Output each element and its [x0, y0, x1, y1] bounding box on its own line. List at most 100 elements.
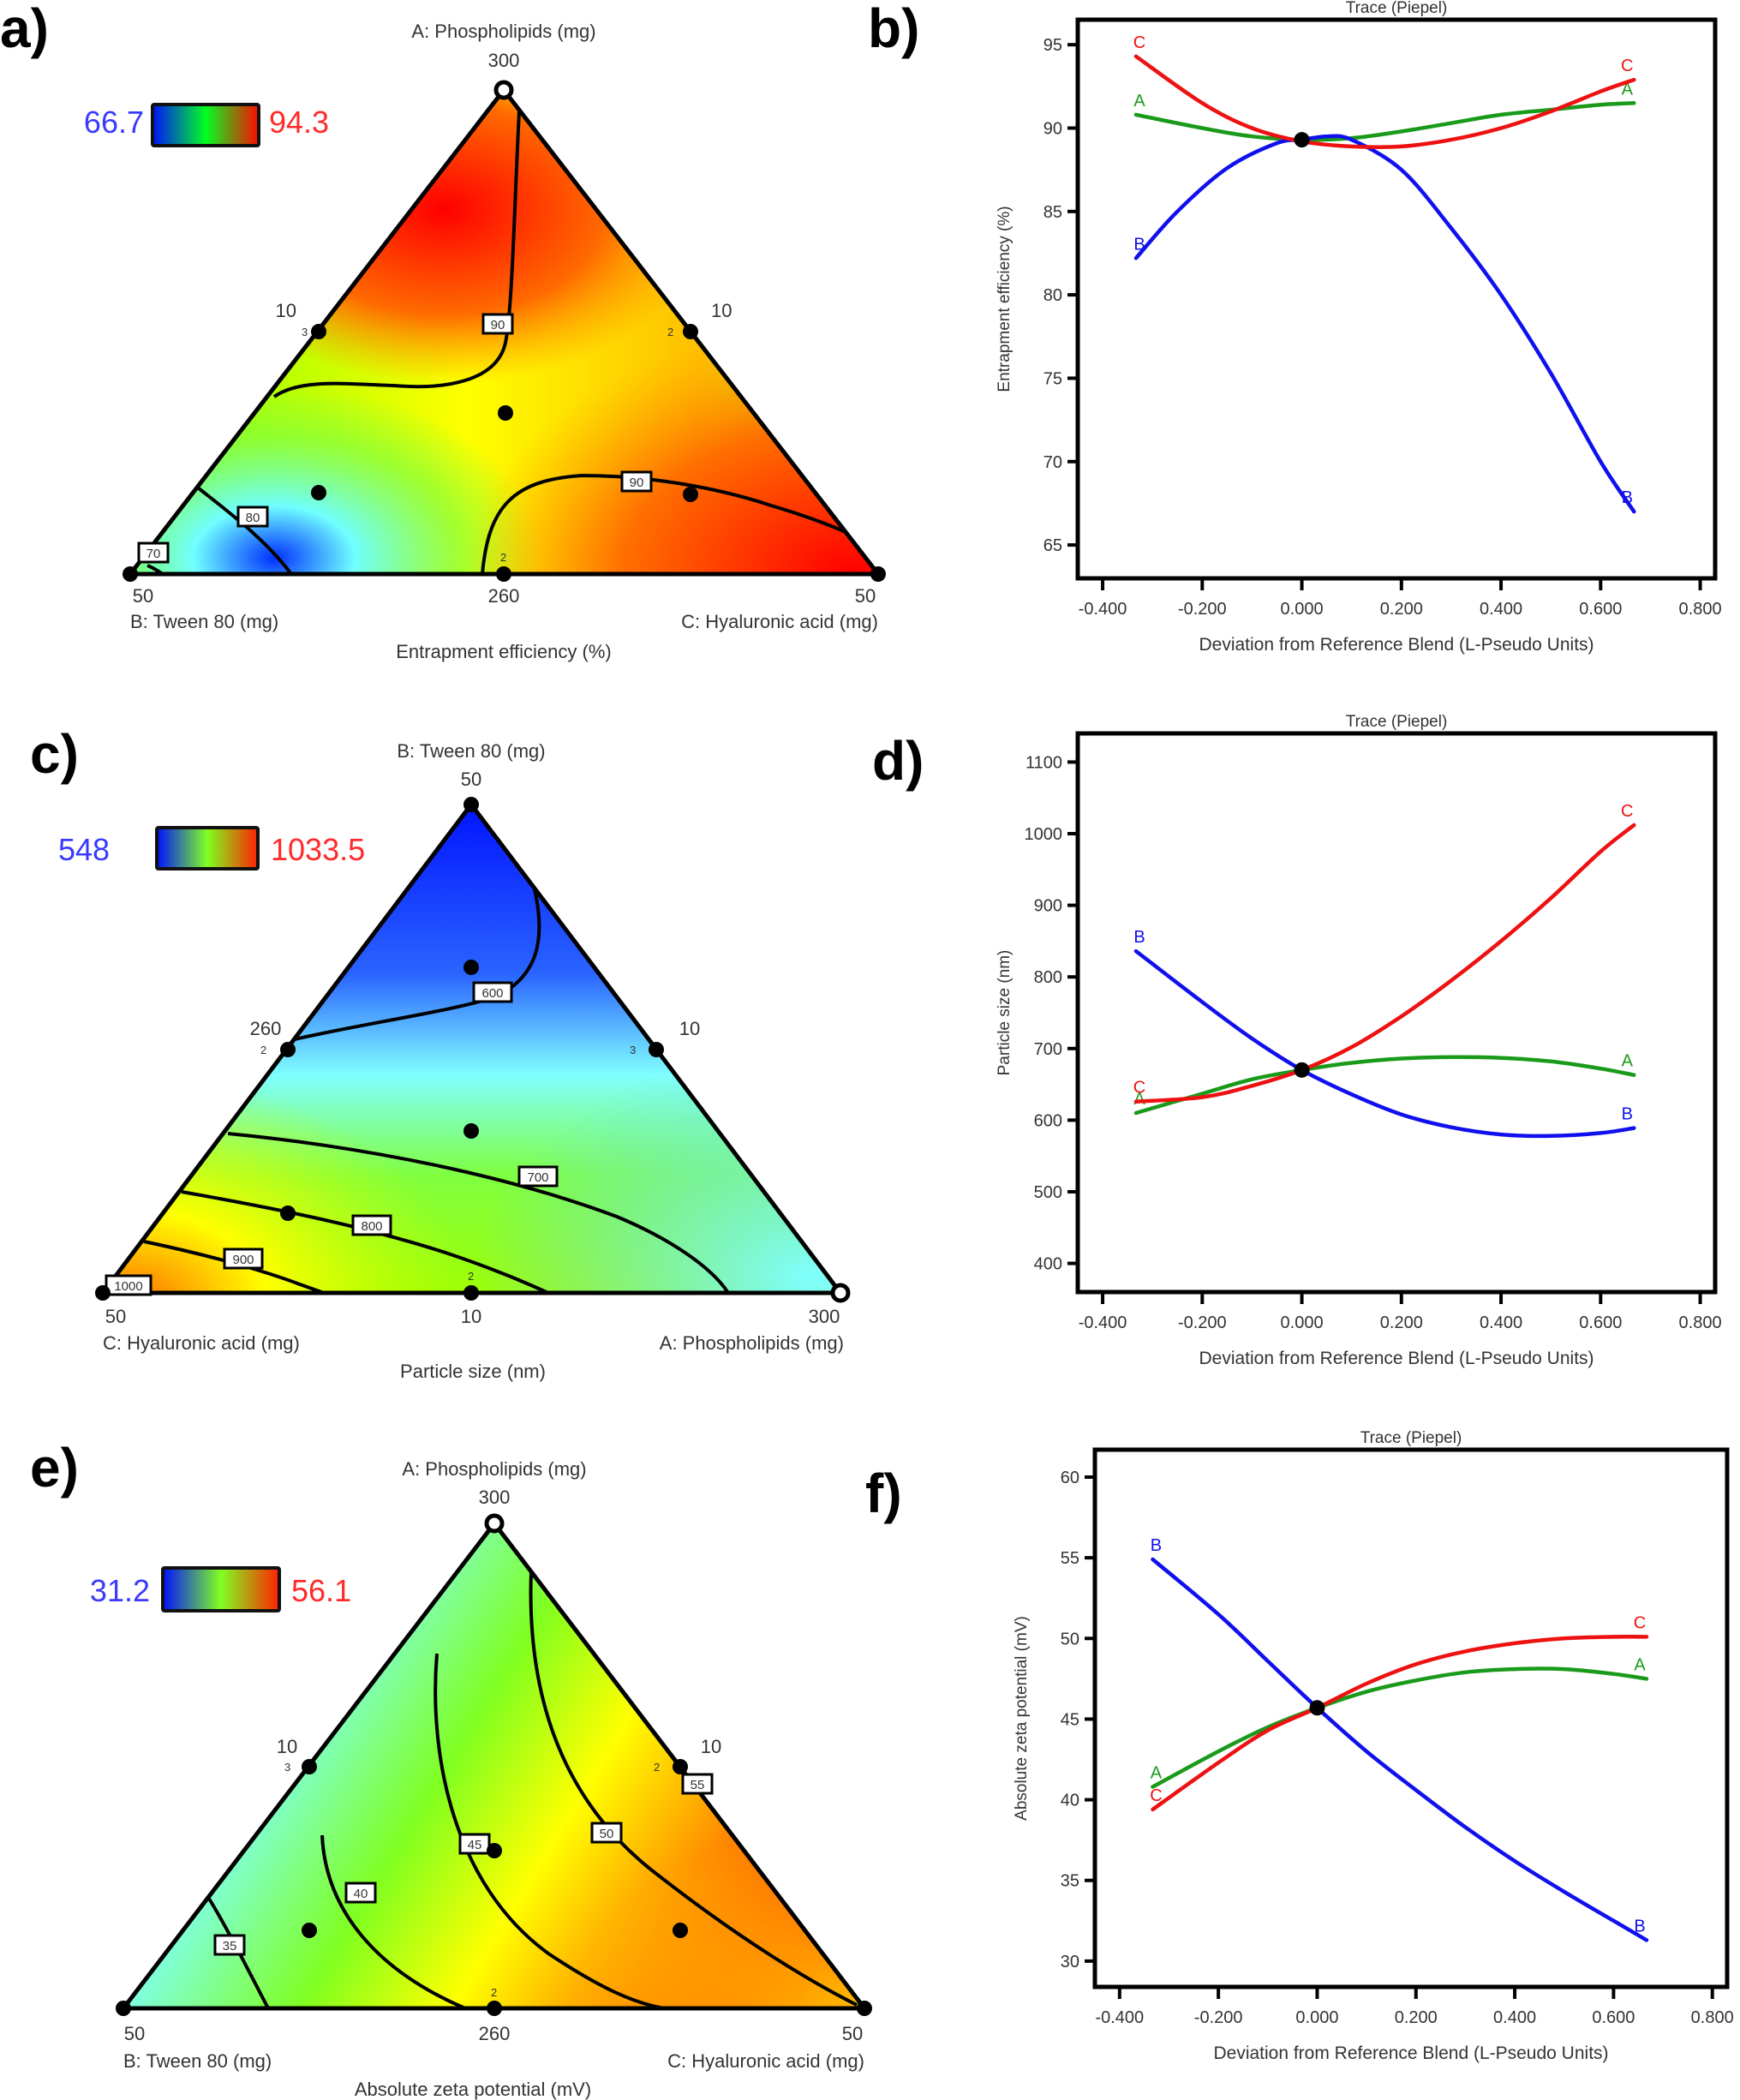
contour-label-600: 600 [472, 981, 513, 1003]
y-tick-label: 1000 [1025, 825, 1063, 844]
x-tick-label: -0.400 [1095, 2008, 1144, 2027]
svg-text:50: 50 [600, 1827, 614, 1841]
y-tick-label: 700 [1034, 1040, 1062, 1059]
y-axis-title: Absolute zeta potential (mV) [1013, 1616, 1031, 1821]
vertex-bottom-left-value: 50 [133, 585, 153, 607]
svg-text:45: 45 [468, 1838, 482, 1852]
series-label-end: A [1622, 1052, 1634, 1071]
contour-label-80: 80 [236, 506, 269, 528]
contour-label-90-bottom: 90 [620, 470, 653, 493]
color-legend: 66.7 94.3 [84, 103, 329, 147]
edge-label-bottom: 260 [479, 2023, 511, 2044]
x-tick-label: 0.800 [1679, 1313, 1722, 1332]
panel-e: e) A: Phospholipids (mg) 300 35 40 45 50 [30, 1437, 872, 2100]
panel-a: a) A: Phospholipids (mg) 300 90 90 80 [0, 0, 886, 662]
edge-label-right: 10 [711, 300, 732, 321]
series-label-start: C [1133, 33, 1145, 52]
y-tick-label: 900 [1034, 897, 1062, 916]
y-tick-label: 55 [1061, 1549, 1079, 1568]
edge-label-left: 10 [277, 1736, 297, 1757]
design-point-open [484, 1513, 505, 1534]
legend-max: 56.1 [291, 1573, 351, 1608]
color-legend: 31.2 56.1 [90, 1566, 351, 1612]
x-tick-label: -0.200 [1178, 600, 1227, 619]
contour-line-80 [197, 487, 293, 574]
y-tick-label: 600 [1034, 1111, 1062, 1130]
vertex-bottom-right-name: A: Phospholipids (mg) [660, 1332, 844, 1354]
x-tick-label: 0.600 [1579, 1313, 1622, 1332]
svg-text:90: 90 [491, 318, 505, 332]
svg-text:90: 90 [630, 476, 644, 490]
design-point [498, 405, 513, 421]
design-point [487, 1843, 502, 1858]
vertex-top-name: A: Phospholipids (mg) [402, 1458, 586, 1480]
ternary-surface [103, 805, 840, 1293]
design-point [496, 566, 511, 582]
design-point [116, 2001, 131, 2016]
x-tick-label: 0.200 [1380, 600, 1423, 619]
response-title: Absolute zeta potential (mV) [355, 2079, 591, 2100]
series-line-B [1133, 134, 1636, 514]
y-tick-label: 45 [1061, 1710, 1079, 1729]
x-tick-label: 0.800 [1679, 600, 1722, 619]
y-tick-label: 60 [1061, 1469, 1079, 1487]
vertex-bottom-right-value: 300 [809, 1306, 840, 1327]
surface-mid-region [103, 805, 840, 1293]
vertex-top-value: 50 [461, 769, 481, 790]
design-point [463, 797, 479, 812]
x-tick-label: 0.400 [1480, 600, 1522, 619]
design-point [123, 566, 138, 582]
y-tick-label: 70 [1043, 453, 1062, 472]
series-label-start: A [1133, 92, 1145, 111]
vertex-bottom-right-name: C: Hyaluronic acid (mg) [681, 611, 878, 632]
contour-label-35: 35 [213, 1934, 246, 1956]
response-title: Entrapment efficiency (%) [396, 641, 611, 662]
svg-text:800: 800 [361, 1219, 382, 1234]
y-axis-title: Particle size (nm) [996, 950, 1014, 1076]
series-line-C [1133, 823, 1636, 1104]
legend-colorbar [161, 1566, 281, 1612]
svg-text:35: 35 [223, 1939, 237, 1953]
replicate-count: 2 [667, 326, 673, 338]
replicate-count: 2 [468, 1270, 474, 1283]
x-tick-label: 0.600 [1579, 600, 1622, 619]
contour-line-90-top [272, 111, 521, 398]
edge-label-bottom: 10 [461, 1306, 481, 1327]
design-point [463, 960, 479, 975]
x-tick-label: 0.600 [1592, 2008, 1635, 2027]
chart-title: Trace (Piepel) [1346, 0, 1448, 17]
contour-line-50 [529, 1571, 858, 2007]
svg-text:700: 700 [527, 1170, 548, 1185]
series-label-end: C [1621, 802, 1633, 821]
series-label-start: B [1151, 1536, 1162, 1555]
design-point [311, 485, 326, 500]
replicate-count: 2 [260, 1044, 266, 1056]
y-tick-label: 95 [1043, 36, 1062, 55]
vertex-bottom-right-value: 50 [842, 2023, 863, 2044]
vertex-top-value: 300 [488, 50, 520, 71]
series-label-start: C [1150, 1786, 1162, 1805]
series-line-A [1133, 1055, 1636, 1116]
svg-text:80: 80 [246, 511, 260, 525]
vertex-top-name: B: Tween 80 (mg) [397, 740, 545, 762]
series-label-start: A [1133, 1090, 1145, 1109]
reference-blend-point [1309, 1700, 1325, 1716]
design-point-open [493, 80, 514, 100]
replicate-count: 3 [630, 1044, 636, 1056]
plot-frame [1075, 17, 1718, 581]
contour-label-90-top: 90 [481, 313, 514, 335]
design-point [673, 1759, 688, 1774]
contour-label-40: 40 [344, 1882, 377, 1904]
series-label-end: C [1621, 57, 1633, 75]
trace-chart-d: Trace (Piepel) 400 500 600 700 800 900 1000 1100… [996, 713, 1722, 1368]
legend-colorbar [155, 826, 260, 871]
panel-label-e: e) [30, 1437, 79, 1499]
svg-text:70: 70 [146, 547, 161, 561]
legend-min: 66.7 [84, 105, 144, 140]
vertex-bottom-left-name: C: Hyaluronic acid (mg) [103, 1332, 300, 1354]
replicate-count: 2 [654, 1761, 660, 1774]
vertex-bottom-right-value: 50 [855, 585, 876, 607]
contour-label-700: 700 [517, 1165, 559, 1188]
edge-label-right: 10 [679, 1018, 700, 1039]
x-tick-label: 0.000 [1281, 1313, 1324, 1332]
